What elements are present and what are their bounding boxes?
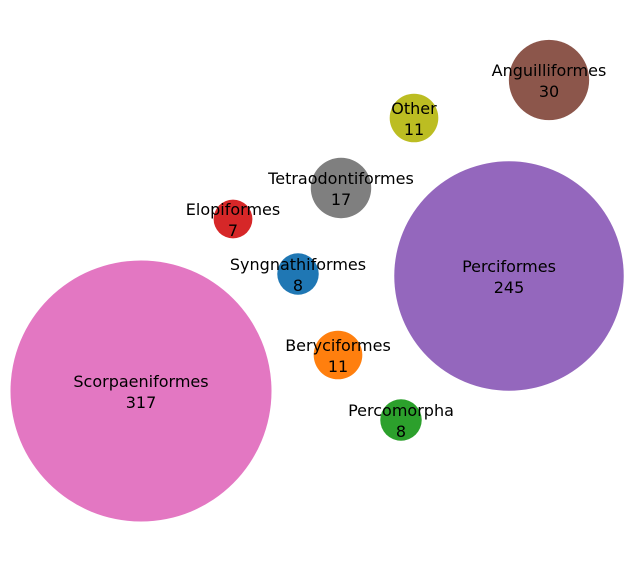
bubble-other [389,93,439,143]
bubble-scorpaeniformes [10,260,272,522]
bubble-elopiformes [213,199,253,239]
bubble-label-anguilliformes: Anguilliformes [492,61,607,80]
bubble-percomorpha [380,399,422,441]
bubble-anguilliformes [508,39,590,121]
bubble-value-syngnathiformes: 8 [293,276,303,295]
bubble-label-scorpaeniformes: Scorpaeniformes [73,372,208,391]
bubble-perciformes [394,161,624,391]
bubble-value-tetraodontiformes: 17 [331,190,351,209]
bubble-beryciformes [313,330,363,380]
bubble-tetraodontiformes [310,157,372,219]
bubble-value-scorpaeniformes: 317 [126,393,157,412]
bubble-value-anguilliformes: 30 [539,82,559,101]
bubble-value-perciformes: 245 [494,278,525,297]
bubble-label-perciformes: Perciformes [462,257,556,276]
bubble-syngnathiformes [277,253,319,295]
bubble-value-beryciformes: 11 [328,357,348,376]
bubble-label-beryciformes: Beryciformes [285,336,391,355]
bubble-label-syngnathiformes: Syngnathiformes [230,255,366,274]
bubble-label-percomorpha: Percomorpha [348,401,454,420]
bubble-label-other: Other [391,99,437,118]
bubble-value-percomorpha: 8 [396,422,406,441]
bubble-label-elopiformes: Elopiformes [186,200,280,219]
bubble-value-elopiformes: 7 [228,221,238,240]
bubble-label-tetraodontiformes: Tetraodontiformes [267,169,414,188]
bubble-value-other: 11 [404,120,424,139]
bubbles-group: Scorpaeniformes 317 Perciformes 245 Anguilli… [10,39,624,522]
